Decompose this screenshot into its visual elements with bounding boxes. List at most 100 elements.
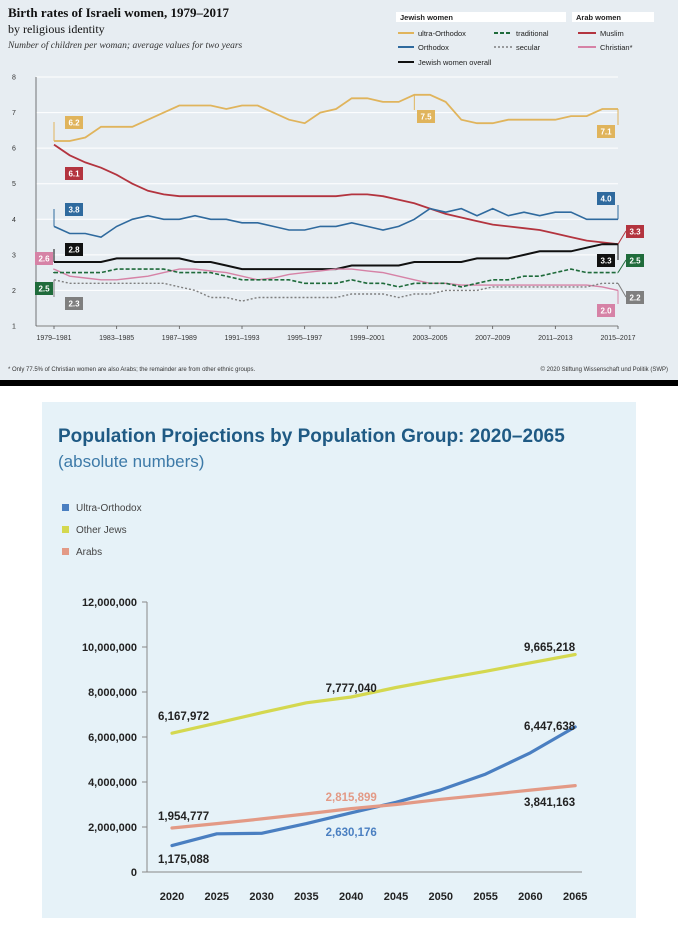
data-label-other_2020: 6,167,972 (158, 711, 209, 723)
chart1-note: Number of children per woman; average va… (7, 40, 243, 51)
legend-traditional-label: traditional (516, 29, 549, 38)
x-tick-label: 2007–2009 (475, 335, 510, 342)
x-tick-label: 2011–2013 (538, 335, 573, 342)
y-tick-label: 3 (12, 252, 16, 259)
x-tick-label: 1991–1993 (224, 335, 259, 342)
data-label-connector (617, 259, 627, 273)
data-label-arabs_2065: 3,841,163 (524, 797, 575, 809)
x-tick-label: 2045 (384, 891, 408, 903)
population-projection-chart: Population Projections by Population Gro… (58, 426, 587, 903)
population-projection-panel: Population Projections by Population Gro… (42, 402, 636, 918)
legend-muslim-label: Muslim (600, 29, 624, 38)
y-tick-label: 2 (12, 288, 16, 295)
x-tick-label: 2025 (205, 891, 229, 903)
data-label-box (35, 282, 53, 295)
chart1-title: Birth rates of Israeli women, 1979–2017 (8, 5, 229, 20)
data-label-box (65, 243, 83, 256)
x-tick-label: 2050 (429, 891, 453, 903)
legend-ultra-orthodox-swatch (62, 504, 69, 511)
chart1-credit: © 2020 Stiftung Wissenschaft und Politik… (541, 366, 668, 373)
legend-ultra-orthodox-label: Ultra-Orthodox (76, 503, 142, 514)
data-label-muslim_start: 6.1 (68, 170, 80, 179)
y-tick-label: 7 (12, 110, 16, 117)
data-label-ultra_start: 6.2 (68, 119, 80, 128)
data-label-other_2040: 7,777,040 (326, 683, 377, 695)
y-tick-label: 4,000,000 (88, 777, 137, 789)
data-label-box (597, 254, 615, 267)
x-tick-label: 1995–1997 (287, 335, 322, 342)
chart1-footnote: * Only 77.5% of Christian women are also… (8, 367, 255, 373)
data-label-overall_start: 2.8 (68, 246, 80, 255)
x-tick-label: 2035 (294, 891, 318, 903)
data-label-arabs_2040: 2,815,899 (326, 792, 377, 804)
y-tick-label: 4 (12, 217, 16, 224)
data-label-box (597, 304, 615, 317)
y-tick-label: 2,000,000 (88, 822, 137, 834)
series-line-christian (53, 268, 619, 292)
legend-arabs-swatch (62, 548, 69, 555)
series-line-orthodox (53, 207, 618, 238)
chart2-title: Population Projections by Population Gro… (58, 426, 565, 447)
data-label-ultra_2040: 2,630,176 (326, 827, 377, 839)
data-label-box (65, 167, 83, 180)
series-line-secular (53, 279, 618, 302)
data-label-overall_end: 3.3 (600, 257, 612, 266)
x-tick-label: 1983–1985 (99, 335, 134, 342)
series-line-other (170, 652, 577, 735)
series-line-ultra (54, 93, 618, 142)
series-line-arabs (170, 784, 577, 830)
y-tick-label: 0 (131, 867, 137, 879)
data-label-secular_end: 2.2 (629, 294, 641, 303)
x-tick-label: 2040 (339, 891, 363, 903)
data-label-other_2065: 9,665,218 (524, 642, 576, 654)
legend-overall-label: Jewish women overall (418, 58, 492, 67)
chart1-subtitle: by religious identity (8, 22, 105, 36)
x-tick-label: 1999–2001 (350, 335, 385, 342)
data-label-box (35, 252, 53, 265)
legend-jewish-heading: Jewish women (400, 13, 453, 22)
legend-jewish-header-bg (396, 12, 566, 22)
legend-arab-header-bg (572, 12, 654, 22)
data-label-box (65, 297, 83, 310)
data-label-box (65, 203, 83, 216)
data-label-box (597, 192, 615, 205)
data-label-connector (617, 283, 627, 298)
x-tick-label: 2003–2005 (412, 335, 447, 342)
legend-other-jews-label: Other Jews (76, 525, 127, 536)
data-label-connector (617, 230, 627, 245)
data-label-muslim_end: 3.3 (629, 228, 641, 237)
y-tick-label: 6 (12, 146, 16, 153)
birth-rate-chart-panel: Birth rates of Israeli women, 1979–2017 … (0, 0, 678, 380)
x-tick-label: 2065 (563, 891, 587, 903)
data-label-ultra_2020: 1,175,088 (158, 854, 210, 866)
x-tick-label: 2015–2017 (600, 335, 635, 342)
data-label-orthodox_end: 4.0 (600, 195, 612, 204)
y-tick-label: 5 (12, 181, 16, 188)
data-label-christian_start: 2.6 (38, 255, 50, 264)
data-label-box (626, 225, 644, 238)
y-tick-label: 10,000,000 (82, 642, 137, 654)
y-tick-label: 8 (12, 75, 16, 82)
x-tick-label: 2055 (473, 891, 497, 903)
x-tick-label: 2030 (249, 891, 273, 903)
data-label-box (65, 116, 83, 129)
y-tick-label: 1 (12, 324, 16, 331)
data-label-box (597, 125, 615, 138)
data-label-traditional_start: 2.5 (38, 285, 50, 294)
x-tick-label: 1979–1981 (36, 335, 71, 342)
data-label-christian_end: 2.0 (600, 307, 612, 316)
panel-divider (0, 380, 678, 386)
chart2-subtitle: (absolute numbers) (58, 452, 204, 471)
data-label-secular_start: 2.3 (68, 300, 80, 309)
series-line-muslim (53, 143, 619, 246)
x-tick-label: 2060 (518, 891, 542, 903)
y-tick-label: 8,000,000 (88, 687, 137, 699)
y-tick-label: 6,000,000 (88, 732, 137, 744)
legend-other-jews-swatch (62, 526, 69, 533)
data-label-ultra_end: 7.1 (600, 128, 612, 137)
legend-orthodox-label: Orthodox (418, 43, 449, 52)
data-label-box (626, 291, 644, 304)
legend-secular-label: secular (516, 43, 541, 52)
data-label-traditional_end: 2.5 (629, 257, 641, 266)
x-tick-label: 1987–1989 (162, 335, 197, 342)
